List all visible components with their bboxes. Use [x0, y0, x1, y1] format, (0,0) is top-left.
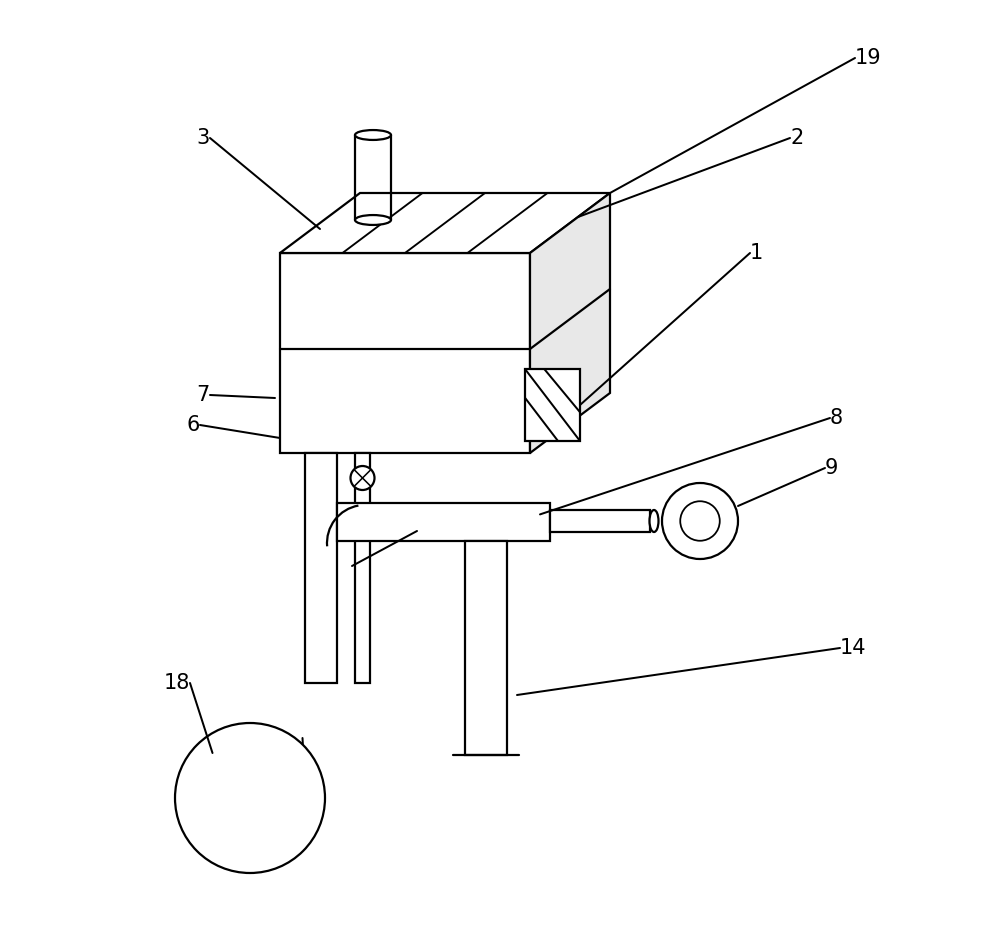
- Bar: [337, 503, 550, 541]
- Bar: [305, 453, 337, 683]
- Bar: [550, 510, 650, 532]
- Circle shape: [351, 466, 374, 490]
- Text: 7: 7: [197, 385, 210, 405]
- Text: 1: 1: [750, 243, 763, 263]
- Circle shape: [662, 483, 738, 559]
- Ellipse shape: [650, 510, 658, 532]
- Text: 8: 8: [830, 408, 843, 428]
- Ellipse shape: [355, 215, 391, 225]
- Bar: [525, 369, 580, 441]
- Text: 6: 6: [187, 415, 200, 435]
- Text: 2: 2: [790, 128, 803, 148]
- Text: 19: 19: [855, 48, 882, 68]
- Text: 9: 9: [825, 458, 838, 478]
- Text: 18: 18: [164, 673, 190, 693]
- Polygon shape: [280, 193, 610, 253]
- Polygon shape: [530, 193, 610, 453]
- Bar: [355, 453, 370, 683]
- Bar: [465, 541, 507, 755]
- Circle shape: [680, 501, 720, 541]
- Bar: [280, 253, 530, 453]
- Circle shape: [175, 723, 325, 873]
- Text: 14: 14: [840, 638, 866, 658]
- Ellipse shape: [355, 130, 391, 140]
- Text: 3: 3: [197, 128, 210, 148]
